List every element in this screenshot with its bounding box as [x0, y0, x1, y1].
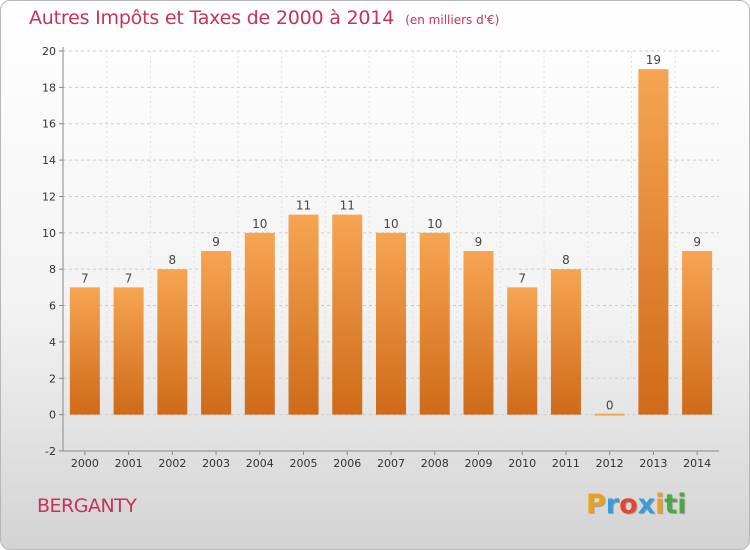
y-tick-label: 10 — [42, 227, 56, 240]
y-tick-label: 8 — [49, 263, 56, 276]
bar-2014 — [682, 251, 713, 415]
logo-letter: P — [586, 489, 606, 520]
bar-2004 — [244, 232, 275, 415]
data-label: 9 — [475, 235, 483, 249]
x-tick-label: 2009 — [464, 457, 492, 470]
x-tick-label: 2005 — [290, 457, 318, 470]
y-tick-label: -2 — [45, 445, 56, 458]
x-tick-label: 2011 — [552, 457, 580, 470]
axes: -2 0 2 4 6 8 10 12 14 16 18 20 2000 2001 2002 2003 2004 2… — [42, 45, 719, 470]
data-label: 7 — [125, 271, 133, 285]
data-label: 8 — [169, 253, 177, 267]
x-tick-label: 2008 — [421, 457, 449, 470]
bar-2007 — [376, 232, 406, 415]
x-tick-label: 2001 — [115, 457, 143, 470]
data-label: 7 — [518, 271, 526, 285]
bar-2003 — [201, 251, 232, 415]
bar-2002 — [157, 269, 188, 415]
x-tick-label: 2002 — [158, 457, 186, 470]
bars — [69, 69, 713, 416]
y-tick-label: 12 — [42, 190, 56, 203]
x-tick-label: 2010 — [508, 457, 536, 470]
chart-subtitle: (en milliers d'€) — [405, 13, 500, 27]
logo-letter: i — [677, 489, 687, 520]
x-tick-label: 2014 — [683, 457, 711, 470]
y-tick-label: 4 — [49, 336, 56, 349]
y-tick-label: 18 — [42, 81, 56, 94]
bar-2006 — [332, 214, 363, 415]
bar-2005 — [288, 214, 319, 415]
data-label: 19 — [646, 53, 661, 67]
x-tick-label: 2003 — [202, 457, 230, 470]
chart-title: Autres Impôts et Taxes de 2000 à 2014 — [29, 7, 395, 29]
x-tick-label: 2012 — [596, 457, 624, 470]
bar-2010 — [507, 287, 538, 415]
commune-name: BERGANTY — [37, 495, 137, 517]
bar-2011 — [550, 269, 581, 415]
y-tick-label: 0 — [49, 409, 56, 422]
y-tick-label: 16 — [42, 118, 56, 131]
data-labels: 7 7 8 9 10 11 11 10 10 9 7 8 0 19 9 — [81, 53, 701, 412]
data-label: 10 — [252, 217, 267, 231]
x-tick-label: 2013 — [639, 457, 667, 470]
proxiti-logo[interactable]: Proxiti — [586, 489, 687, 520]
bar-2013 — [638, 69, 669, 415]
y-tick-label: 14 — [42, 154, 56, 167]
bar-2001 — [113, 287, 144, 415]
data-label: 9 — [693, 235, 701, 249]
x-tick-label: 2000 — [71, 457, 99, 470]
logo-letter: o — [619, 489, 638, 520]
logo-letter: i — [655, 489, 665, 520]
logo-letter: r — [605, 489, 620, 520]
x-tick-label: 2004 — [246, 457, 274, 470]
y-tick-label: 2 — [49, 372, 56, 385]
data-label: 11 — [340, 199, 355, 213]
data-label: 10 — [427, 217, 442, 231]
logo-letter: x — [637, 489, 656, 520]
data-label: 10 — [383, 217, 398, 231]
data-label: 11 — [296, 199, 311, 213]
x-tick-label: 2007 — [377, 457, 405, 470]
data-label: 8 — [562, 253, 570, 267]
data-label: 7 — [81, 271, 89, 285]
bar-2000 — [69, 287, 100, 415]
x-tick-label: 2006 — [333, 457, 361, 470]
bar-2008 — [419, 232, 450, 415]
logo-letter: t — [664, 489, 678, 520]
chart-title-group: Autres Impôts et Taxes de 2000 à 2014 (e… — [29, 7, 499, 29]
y-tick-label: 20 — [42, 45, 56, 58]
bar-2009 — [463, 251, 494, 415]
y-tick-label: 6 — [49, 300, 56, 313]
data-label: 0 — [606, 399, 614, 413]
data-label: 9 — [212, 235, 220, 249]
